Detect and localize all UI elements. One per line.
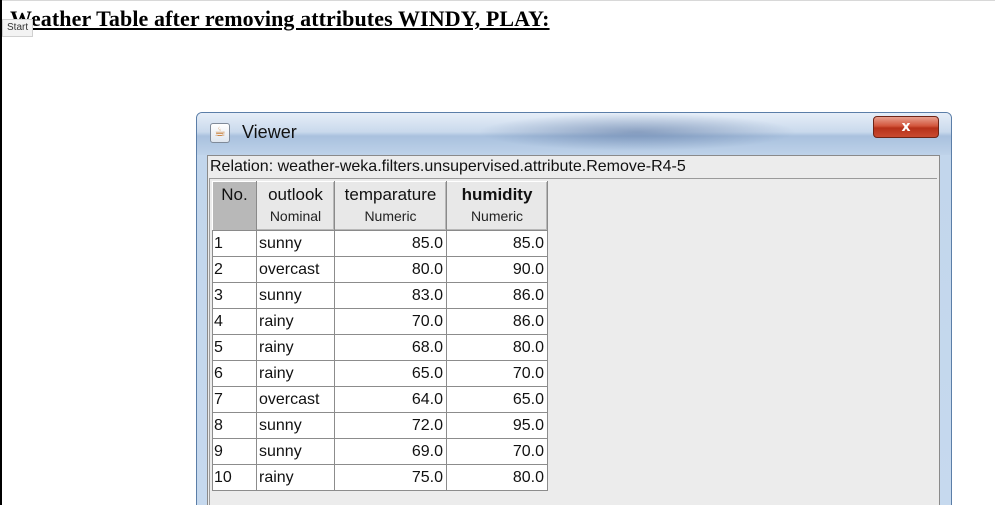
cell-humidity[interactable]: 86.0 [446, 282, 548, 309]
column-type: Nominal [269, 208, 322, 224]
table-row[interactable]: 3 sunny 83.0 86.0 [212, 282, 548, 309]
table-row[interactable]: 2 overcast 80.0 90.0 [212, 256, 548, 283]
cell-temparature[interactable]: 80.0 [334, 256, 447, 283]
document-title: Weather Table after removing attributes … [10, 6, 550, 31]
table-header-row: No. outlook Nominal temparature Numeric … [212, 181, 548, 231]
column-type: Numeric [364, 208, 417, 224]
page-left-rule [0, 0, 2, 505]
table-body: 1 sunny 85.0 85.0 2 overcast 80.0 90.0 3 sunny 83.… [212, 230, 548, 491]
cell-humidity[interactable]: 90.0 [446, 256, 548, 283]
cell-no[interactable]: 6 [212, 360, 257, 387]
cell-outlook[interactable]: sunny [256, 230, 335, 257]
cell-temparature[interactable]: 69.0 [334, 438, 447, 465]
viewer-window: ☕ Viewer x Relation: weather-weka.filter… [196, 112, 952, 505]
cell-humidity[interactable]: 70.0 [446, 360, 548, 387]
table-scroll-area[interactable]: No. outlook Nominal temparature Numeric … [209, 178, 937, 505]
column-name: humidity [461, 185, 533, 204]
viewer-titlebar[interactable]: ☕ Viewer x [197, 113, 951, 155]
cell-temparature[interactable]: 68.0 [334, 334, 447, 361]
page-top-rule [0, 0, 995, 1]
column-header-temparature[interactable]: temparature Numeric [334, 181, 447, 231]
cell-temparature[interactable]: 83.0 [334, 282, 447, 309]
table-row[interactable]: 10 rainy 75.0 80.0 [212, 464, 548, 491]
cell-temparature[interactable]: 72.0 [334, 412, 447, 439]
cell-outlook[interactable]: overcast [256, 386, 335, 413]
data-table: No. outlook Nominal temparature Numeric … [212, 181, 548, 491]
java-cup-icon: ☕ [210, 123, 230, 143]
table-row[interactable]: 7 overcast 64.0 65.0 [212, 386, 548, 413]
cell-no[interactable]: 1 [212, 230, 257, 257]
cell-temparature[interactable]: 65.0 [334, 360, 447, 387]
close-button[interactable]: x [873, 116, 939, 138]
cell-outlook[interactable]: rainy [256, 360, 335, 387]
viewer-content: Relation: weather-weka.filters.unsupervi… [207, 155, 940, 505]
cell-temparature[interactable]: 64.0 [334, 386, 447, 413]
cell-no[interactable]: 8 [212, 412, 257, 439]
cell-temparature[interactable]: 75.0 [334, 464, 447, 491]
cell-outlook[interactable]: sunny [256, 438, 335, 465]
cell-outlook[interactable]: rainy [256, 464, 335, 491]
column-header-humidity[interactable]: humidity Numeric [446, 181, 548, 231]
column-type: Numeric [470, 208, 524, 224]
cell-no[interactable]: 4 [212, 308, 257, 335]
cell-outlook[interactable]: sunny [256, 412, 335, 439]
cell-humidity[interactable]: 95.0 [446, 412, 548, 439]
cell-humidity[interactable]: 80.0 [446, 334, 548, 361]
table-row[interactable]: 8 sunny 72.0 95.0 [212, 412, 548, 439]
cell-outlook[interactable]: rainy [256, 308, 335, 335]
cell-no[interactable]: 2 [212, 256, 257, 283]
table-row[interactable]: 5 rainy 68.0 80.0 [212, 334, 548, 361]
close-icon: x [901, 119, 911, 135]
cell-temparature[interactable]: 70.0 [334, 308, 447, 335]
cell-outlook[interactable]: overcast [256, 256, 335, 283]
cell-humidity[interactable]: 85.0 [446, 230, 548, 257]
cell-outlook[interactable]: rainy [256, 334, 335, 361]
cell-no[interactable]: 5 [212, 334, 257, 361]
column-header-outlook[interactable]: outlook Nominal [256, 181, 335, 231]
cell-temparature[interactable]: 85.0 [334, 230, 447, 257]
column-name: No. [221, 185, 248, 204]
cell-humidity[interactable]: 80.0 [446, 464, 548, 491]
column-header-no[interactable]: No. [212, 181, 257, 231]
table-row[interactable]: 9 sunny 69.0 70.0 [212, 438, 548, 465]
cell-humidity[interactable]: 86.0 [446, 308, 548, 335]
cell-humidity[interactable]: 65.0 [446, 386, 548, 413]
table-row[interactable]: 6 rainy 65.0 70.0 [212, 360, 548, 387]
table-row[interactable]: 1 sunny 85.0 85.0 [212, 230, 548, 257]
cell-no[interactable]: 10 [212, 464, 257, 491]
cell-no[interactable]: 9 [212, 438, 257, 465]
start-tag[interactable]: Start [2, 19, 34, 37]
column-name: outlook [268, 185, 323, 204]
relation-label: Relation: weather-weka.filters.unsupervi… [210, 158, 686, 175]
titlebar-glow [477, 113, 797, 151]
cell-humidity[interactable]: 70.0 [446, 438, 548, 465]
column-name: temparature [344, 185, 437, 204]
cell-no[interactable]: 3 [212, 282, 257, 309]
table-row[interactable]: 4 rainy 70.0 86.0 [212, 308, 548, 335]
viewer-title: Viewer [242, 122, 297, 142]
cell-no[interactable]: 7 [212, 386, 257, 413]
cell-outlook[interactable]: sunny [256, 282, 335, 309]
